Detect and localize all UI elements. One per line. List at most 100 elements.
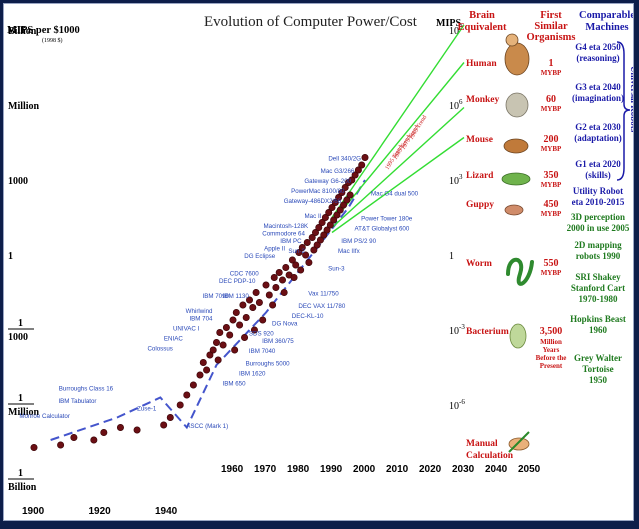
machine-label: DEC-KL-10: [292, 313, 324, 320]
data-point: [336, 206, 344, 214]
worm-illustration: [506, 257, 534, 286]
y-tick-label: Billion: [8, 482, 37, 493]
x-tick-label: 2030: [452, 464, 475, 475]
comparable-machine-label: Grey Walter: [574, 353, 622, 363]
brain-header: Brain: [469, 10, 495, 21]
y-tick-label: Billion: [8, 26, 37, 37]
data-point: [333, 211, 341, 219]
y-axis-label: MIPS per $1000: [7, 25, 80, 36]
bacterium-illustration: [509, 323, 527, 349]
data-point: [100, 428, 108, 436]
data-point: [343, 196, 351, 204]
machine-label: Mac G4 dual 500: [371, 191, 419, 198]
x-tick-label: 1920: [89, 506, 112, 517]
machine-label: ENIAC: [164, 336, 183, 343]
robot-label: G4 eta 2050: [575, 42, 621, 52]
mybp-value: 60: [546, 94, 556, 105]
comparable-machine-label: 1960: [589, 325, 608, 335]
organism-label: Mouse: [466, 135, 493, 145]
data-point: [272, 283, 280, 291]
x-tick-label: 1990: [320, 464, 343, 475]
mybp-unit: MYBP: [541, 69, 562, 77]
y-tick-label: Million: [8, 101, 40, 112]
data-point: [313, 241, 321, 249]
data-point: [338, 189, 346, 197]
data-point: [209, 346, 217, 354]
first-organisms-header: Organisms: [526, 32, 575, 43]
machine-label: Gateway G6-200: [304, 178, 351, 185]
y-tick-label: 1: [18, 318, 23, 329]
machine-label: IBM 650: [223, 381, 247, 388]
machine-label: IBM 7090: [203, 293, 230, 300]
comparable-machine-label: Hopkins Beast: [570, 314, 626, 324]
data-point: [348, 176, 356, 184]
data-point: [176, 401, 184, 409]
mouse-illustration: [503, 138, 529, 154]
robot-label: G1 eta 2020: [575, 159, 621, 169]
lizard-illustration: [501, 172, 531, 186]
data-point: [183, 391, 191, 399]
machine-label: Gateway-486DX2/66: [284, 198, 342, 205]
data-point: [259, 316, 267, 324]
chart-title: Evolution of Computer Power/Cost: [204, 14, 418, 30]
trend-line: [331, 62, 465, 223]
mybp-unit: MYBP: [541, 181, 562, 189]
data-point: [303, 239, 311, 247]
mybp-unit: Before the: [536, 354, 567, 362]
data-point: [288, 256, 296, 264]
machine-label: Burroughs Class 16: [59, 386, 114, 393]
data-point: [216, 328, 224, 336]
data-point: [203, 366, 211, 374]
data-point: [226, 331, 234, 339]
machine-label: IBM 704: [189, 316, 213, 323]
data-point: [231, 346, 239, 354]
mybp-unit: MYBP: [541, 210, 562, 218]
machine-label: AT&T Globalyst 600: [355, 226, 410, 233]
x-tick-label: 1970: [254, 464, 277, 475]
machine-label: DG Eclipse: [244, 253, 276, 260]
data-point: [330, 216, 338, 224]
data-point: [265, 291, 273, 299]
machine-label: Mac IIfx: [338, 248, 361, 255]
y-axis-sublabel: (1998 $): [42, 37, 63, 44]
organism-label: Lizard: [466, 171, 494, 181]
data-point: [361, 154, 369, 162]
data-point: [252, 288, 260, 296]
trend-line: [331, 136, 465, 234]
mybp-unit: MYBP: [541, 269, 562, 277]
machine-label: Zuse-1: [137, 406, 157, 413]
x-tick-label: 1960: [221, 464, 244, 475]
mips-tick-label: 1: [449, 251, 454, 262]
data-point: [335, 194, 343, 202]
data-point: [249, 303, 257, 311]
data-point: [262, 281, 270, 289]
pen-illustration: [508, 431, 530, 453]
machine-label: Commodore 64: [262, 231, 305, 238]
machine-label: Dell 340/2G: [328, 156, 361, 163]
robot-label: (skills): [585, 170, 611, 180]
data-point: [311, 229, 319, 237]
data-point: [354, 166, 362, 174]
machine-label: Monroe Calculator: [19, 413, 70, 420]
data-point: [346, 191, 354, 199]
data-point: [358, 161, 366, 169]
data-point: [316, 236, 324, 244]
mybp-value: 3,500: [540, 326, 563, 337]
robot-label: (reasoning): [576, 53, 619, 63]
moravec-chart: Evolution of Computer Power/Cost MIPS per…: [7, 10, 633, 517]
robot-label: G2 eta 2030: [575, 122, 621, 132]
organism-label: Manual: [466, 439, 498, 449]
machine-label: SDS 920: [249, 331, 274, 338]
machine-label: Power Tower 180e: [361, 216, 413, 223]
machines-header: Machines: [585, 22, 628, 33]
data-point: [160, 421, 168, 429]
x-tick-label: 1980: [287, 464, 310, 475]
organism-label: Worm: [466, 259, 492, 269]
data-point: [222, 323, 230, 331]
comparable-machine-label: 3D perception: [571, 212, 625, 222]
mips-tick-label: 10-6: [449, 398, 465, 412]
x-tick-label: 2010: [386, 464, 409, 475]
data-point: [320, 231, 328, 239]
machine-label: IBM Tabulator: [58, 398, 96, 405]
data-point: [302, 251, 310, 259]
